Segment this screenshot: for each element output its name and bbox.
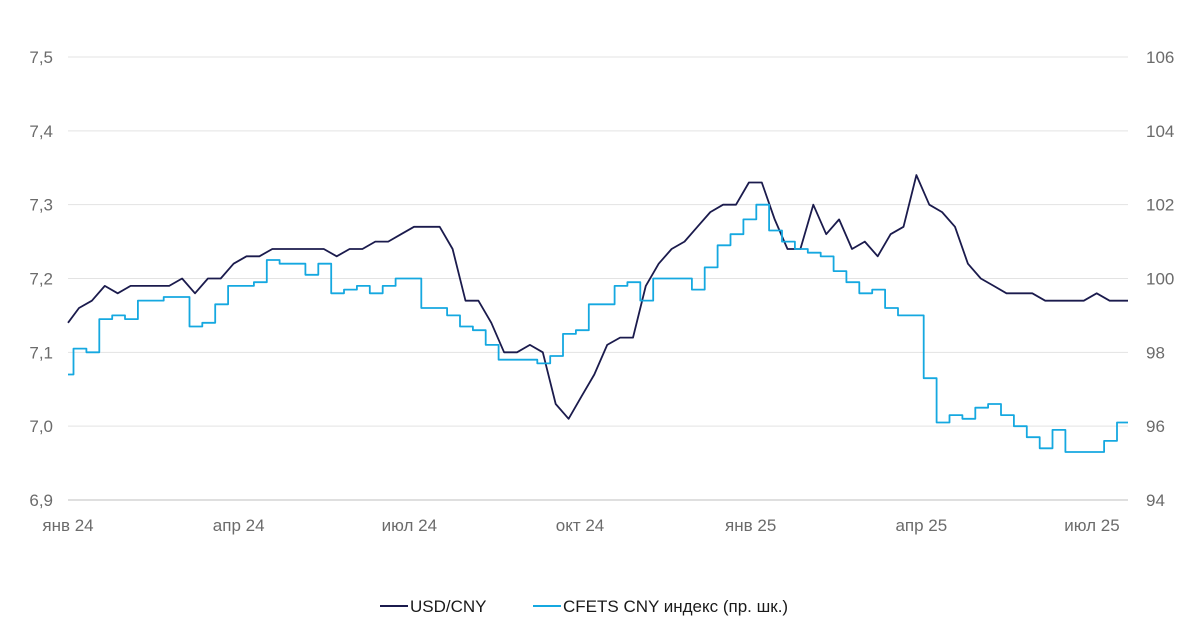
series-lines: [67, 174, 1128, 453]
y-left-tick-label: 7,2: [29, 270, 53, 289]
y-left-tick-label: 7,0: [29, 417, 53, 436]
legend-label-usd-cny: USD/CNY: [410, 597, 487, 616]
legend: USD/CNY CFETS CNY индекс (пр. шк.): [380, 597, 788, 616]
y-right-tick-label: 104: [1146, 122, 1174, 141]
x-tick-label: янв 24: [42, 516, 93, 535]
y-left-tick-label: 7,4: [29, 122, 53, 141]
series-line-usd-cny: [67, 174, 1128, 420]
y-axis-left-ticks: 6,9 7,0 7,1 7,2 7,3 7,4 7,5: [29, 48, 53, 510]
y-left-tick-label: 6,9: [29, 491, 53, 510]
x-tick-label: янв 25: [725, 516, 776, 535]
x-axis-ticks: янв 24 апр 24 июл 24 окт 24 янв 25 апр 25 июл …: [42, 516, 1119, 535]
legend-label-cfets-index: CFETS CNY индекс (пр. шк.): [563, 597, 788, 616]
y-right-tick-label: 102: [1146, 196, 1174, 215]
gridlines: [68, 56, 1128, 501]
x-tick-label: окт 24: [556, 516, 605, 535]
x-tick-label: июл 25: [1064, 516, 1119, 535]
y-right-tick-label: 100: [1146, 270, 1174, 289]
x-tick-label: апр 25: [895, 516, 947, 535]
y-left-tick-label: 7,5: [29, 48, 53, 67]
y-right-tick-label: 98: [1146, 343, 1165, 362]
series-line-cfets-index: [68, 203, 1128, 453]
y-right-tick-label: 106: [1146, 48, 1174, 67]
y-right-tick-label: 94: [1146, 491, 1165, 510]
y-left-tick-label: 7,3: [29, 196, 53, 215]
x-tick-label: июл 24: [382, 516, 437, 535]
x-tick-label: апр 24: [213, 516, 265, 535]
y-left-tick-label: 7,1: [29, 343, 53, 362]
y-axis-right-ticks: 94 96 98 100 102 104 106: [1146, 48, 1174, 510]
y-right-tick-label: 96: [1146, 417, 1165, 436]
